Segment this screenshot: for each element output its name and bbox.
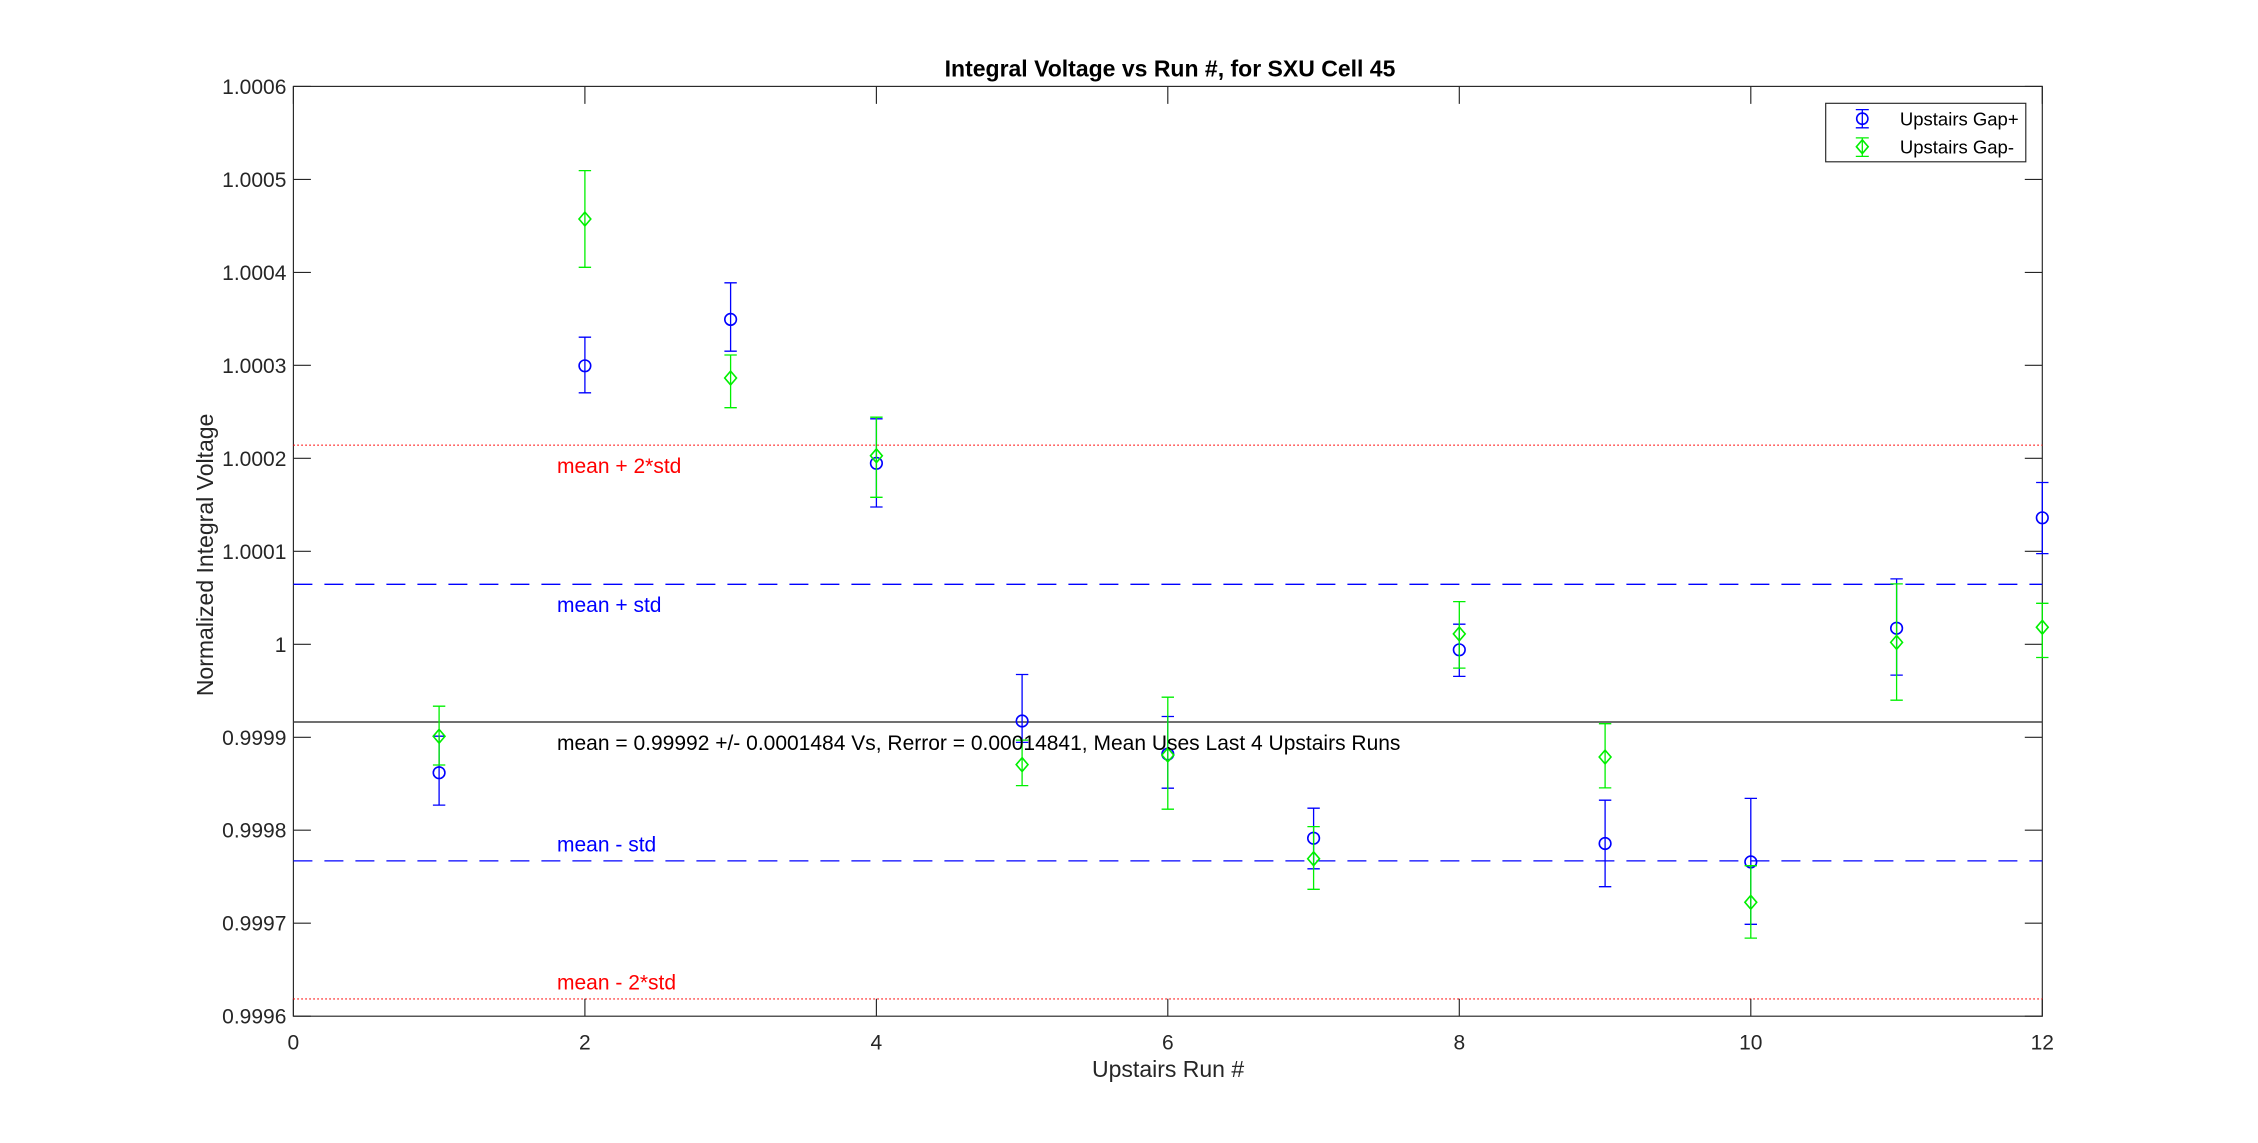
svg-text:mean = 0.99992 +/- 0.0001484 V: mean = 0.99992 +/- 0.0001484 Vs, Rerror … [557,732,1400,755]
svg-text:1.0004: 1.0004 [222,262,287,285]
svg-text:Normalized Integral Voltage: Normalized Integral Voltage [192,414,218,697]
svg-text:Upstairs Gap-: Upstairs Gap- [1900,137,2014,158]
svg-text:12: 12 [2031,1032,2054,1055]
svg-text:2: 2 [579,1032,591,1055]
svg-text:Integral Voltage vs Run #, for: Integral Voltage vs Run #, for SXU Cell … [945,56,1396,82]
svg-text:mean - 2*std: mean - 2*std [557,972,676,995]
svg-text:0.9996: 0.9996 [222,1006,286,1029]
svg-text:0.9998: 0.9998 [222,820,286,843]
svg-text:1.0006: 1.0006 [222,76,286,99]
svg-text:0.9997: 0.9997 [222,913,286,936]
svg-text:mean - std: mean - std [557,834,656,857]
svg-text:Upstairs Run #: Upstairs Run # [1092,1056,1244,1082]
svg-text:0.9999: 0.9999 [222,727,286,750]
svg-text:Upstairs Gap+: Upstairs Gap+ [1900,109,2019,130]
svg-text:1: 1 [275,634,287,657]
svg-text:1.0003: 1.0003 [222,355,286,378]
svg-text:1.0001: 1.0001 [222,541,286,564]
svg-text:10: 10 [1739,1032,1762,1055]
svg-text:4: 4 [871,1032,883,1055]
svg-text:mean + 2*std: mean + 2*std [557,455,681,478]
svg-text:6: 6 [1162,1032,1174,1055]
svg-text:1.0005: 1.0005 [222,169,286,192]
svg-text:8: 8 [1453,1032,1465,1055]
svg-text:1.0002: 1.0002 [222,448,286,471]
svg-text:mean + std: mean + std [557,594,661,617]
svg-text:0: 0 [288,1032,300,1055]
